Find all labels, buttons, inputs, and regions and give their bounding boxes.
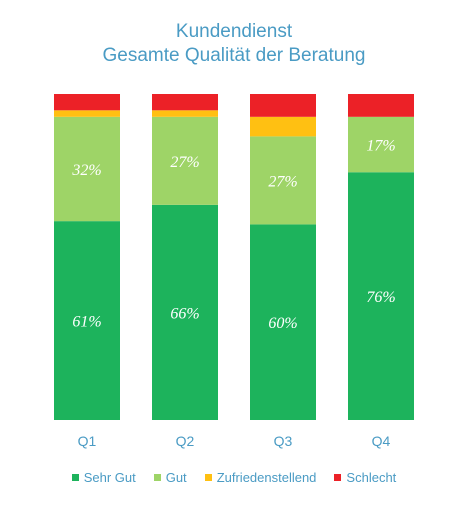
chart-title-line-2: Gesamte Qualität der Beratung [102,45,366,66]
data-label-q1-sehr-gut: 61% [72,314,101,331]
bar-q1-sehr-gut [54,221,120,420]
legend-swatch [153,474,161,481]
data-label-q2-gut: 27% [170,154,199,171]
legend-label: Gut [165,470,187,485]
bar-q4-gut [348,116,414,173]
bar-q2-schlecht [152,94,218,111]
data-label-q1-gut: 32% [71,162,101,179]
bar-q2-sehr-gut [152,204,218,420]
category-label-q1: Q1 [78,433,97,449]
bar-q1-gut [54,116,120,222]
legend-item-sehr-gut: Sehr Gut [71,470,136,485]
bar-q3-gut [250,136,316,225]
bar-q2-zufriedenstellend [152,110,218,117]
data-label-q2-sehr-gut: 66% [170,305,199,322]
data-label-q3-sehr-gut: 60% [268,315,297,332]
category-label-q4: Q4 [372,433,391,449]
bar-q1-zufriedenstellend [54,110,120,117]
chart-title-line-1: Kundendienst [175,21,293,42]
category-label-q2: Q2 [176,433,195,449]
legend-swatch [334,474,342,481]
data-label-q3-gut: 27% [268,173,297,190]
bar-q3-zufriedenstellend [250,116,316,137]
legend-item-schlecht: Schlecht [334,470,396,485]
bar-q4-schlecht [348,94,414,117]
chart-legend: Sehr Gut Gut Zufriedenstellend Schlecht [0,470,468,485]
legend-swatch [71,474,79,481]
bar-q2-gut [152,116,218,205]
legend-item-zufriedenstellend: Zufriedenstellend [204,470,317,485]
bar-q1-schlecht [54,94,120,111]
legend-swatch [204,474,212,481]
legend-label: Zufriedenstellend [216,470,317,485]
legend-item-gut: Gut [153,470,187,485]
data-label-q4-sehr-gut: 76% [366,289,395,306]
bar-q3-schlecht [250,94,316,117]
bar-q4-sehr-gut [348,172,414,420]
data-label-q4-gut: 17% [366,138,395,155]
legend-label: Schlecht [346,470,397,485]
stacked-bar-chart: 61% 32% Q1 66% 27% Q2 60% 27% Q3 76% 17% Q4 [54,94,414,449]
bar-q3-sehr-gut [250,224,316,420]
legend-label: Sehr Gut [83,470,136,485]
chart-title: Kundendienst Gesamte Qualität der Beratu… [0,20,468,68]
category-label-q3: Q3 [274,433,293,449]
